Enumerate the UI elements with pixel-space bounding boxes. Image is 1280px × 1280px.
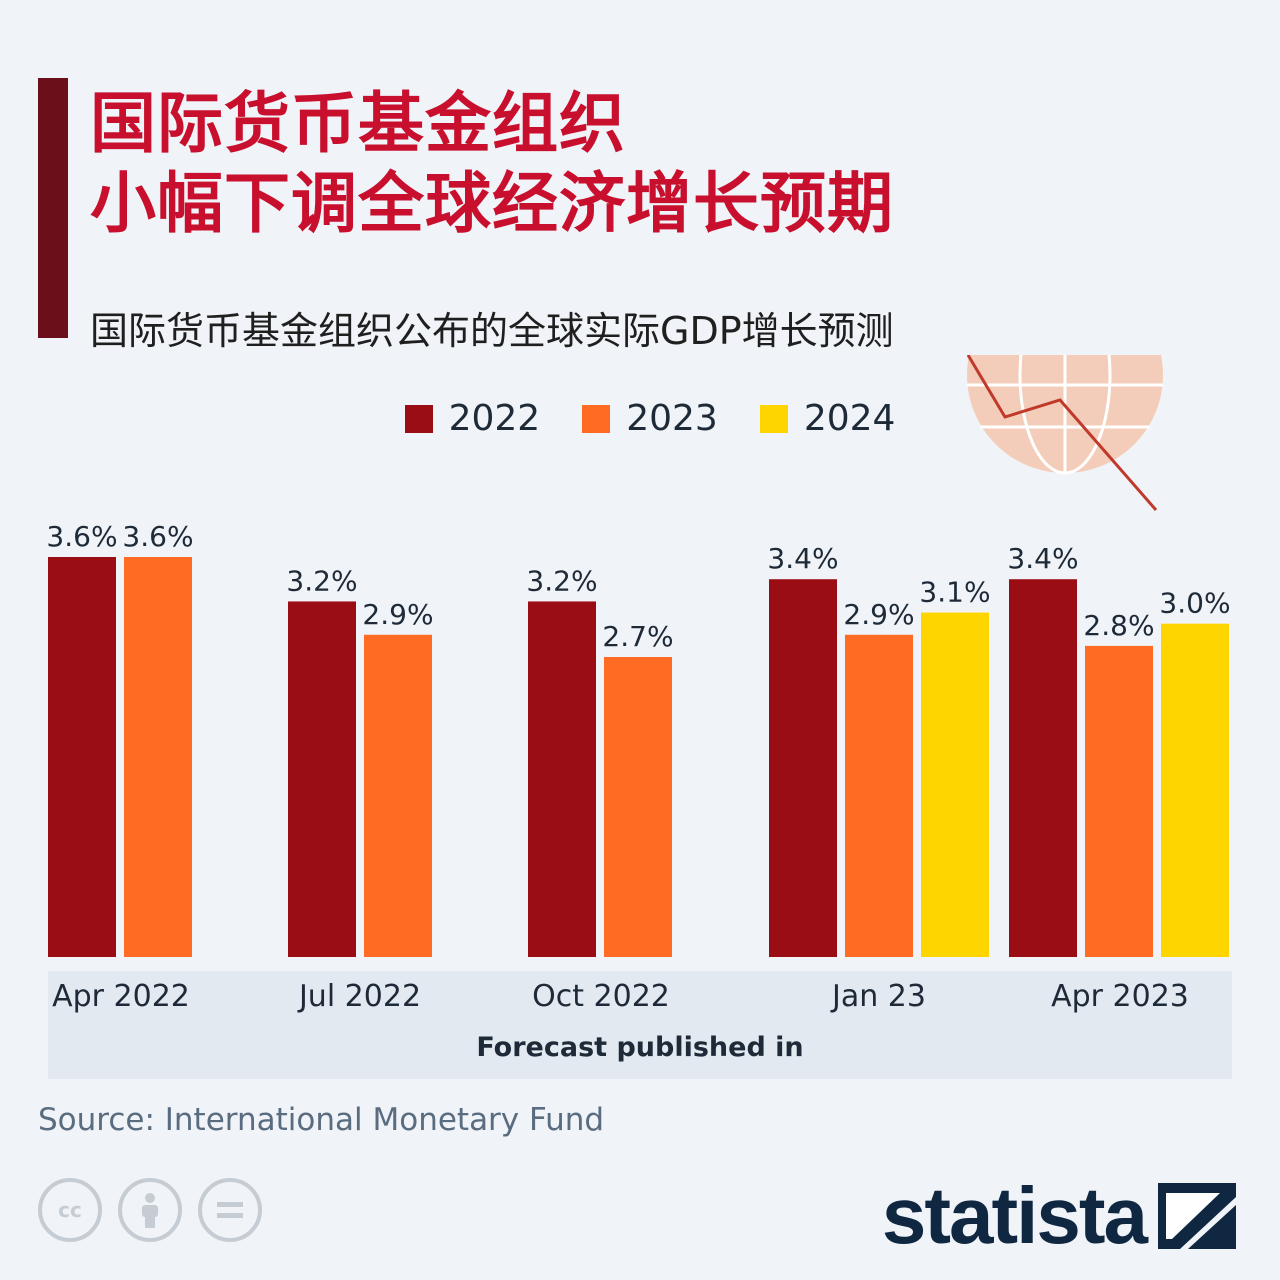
data-label-2023-1: 2.9% [362, 598, 433, 631]
chart-title-line1: 国际货币基金组织 [90, 85, 626, 162]
legend-item-2022: 2022 [404, 398, 541, 439]
bar-2023-4 [1085, 645, 1153, 957]
bar-2022-4 [1009, 579, 1077, 957]
data-label-2022-3: 3.4% [767, 542, 838, 575]
bar-2022-0 [48, 557, 116, 957]
legend-swatch-2024 [759, 404, 788, 433]
legend-item-2023: 2023 [582, 398, 718, 439]
source-note: Source: International Monetary Fund [38, 1102, 605, 1138]
data-label-2024-3: 3.1% [919, 576, 990, 609]
x-tick-label-3: Jan 23 [830, 979, 926, 1014]
chart-title: 国际货币基金组织 小幅下调全球经济增长预期 [90, 84, 894, 244]
data-label-2024-4: 3.0% [1159, 587, 1230, 620]
bar-2023-0 [124, 557, 192, 957]
data-label-2022-1: 3.2% [286, 564, 357, 597]
data-label-2023-0: 3.6% [122, 520, 193, 553]
statista-logo-icon [1158, 1183, 1236, 1249]
bar-2023-1 [364, 634, 432, 957]
legend-label-2023: 2023 [626, 398, 718, 439]
accent-bar [38, 78, 68, 338]
x-axis-title: Forecast published in [476, 1032, 804, 1063]
data-label-2023-2: 2.7% [602, 620, 673, 653]
statista-brand[interactable]: statista [882, 1170, 1236, 1262]
bar-2024-3 [921, 612, 989, 957]
x-tick-label-0: Apr 2022 [52, 979, 190, 1014]
chart-subtitle: 国际货币基金组织公布的全球实际GDP增长预测 [90, 309, 894, 353]
cc-icon: cc [38, 1178, 102, 1242]
brand-name: statista [881, 1171, 1148, 1260]
data-label-2023-4: 2.8% [1083, 609, 1154, 642]
legend-swatch-2023 [582, 404, 611, 433]
license-icons: cc [38, 1178, 262, 1242]
data-label-2022-2: 3.2% [526, 564, 597, 597]
legend-label-2024: 2024 [803, 398, 896, 439]
bar-2024-4 [1161, 623, 1229, 957]
legend: 2022 2023 2024 [0, 398, 1280, 439]
no-derivatives-icon [198, 1178, 262, 1242]
legend-item-2024: 2024 [759, 398, 896, 439]
x-axis-band [48, 971, 1232, 1079]
data-label-2022-4: 3.4% [1007, 542, 1078, 575]
x-tick-label-1: Jul 2022 [297, 979, 421, 1014]
declining-globe-icon [966, 355, 1163, 511]
legend-label-2022: 2022 [448, 398, 541, 439]
x-tick-label-4: Apr 2023 [1051, 979, 1189, 1014]
svg-text:cc: cc [58, 1198, 82, 1222]
attribution-icon [118, 1178, 182, 1242]
bar-2023-3 [845, 634, 913, 957]
data-label-2022-0: 3.6% [46, 520, 117, 553]
data-label-2023-3: 2.9% [843, 598, 914, 631]
bar-2022-1 [288, 601, 356, 957]
legend-swatch-2022 [404, 404, 433, 433]
chart-title-line2: 小幅下调全球经济增长预期 [90, 165, 894, 242]
bar-2022-3 [769, 579, 837, 957]
bar-2023-2 [604, 657, 672, 957]
bar-2022-2 [528, 601, 596, 957]
x-tick-label-2: Oct 2022 [532, 979, 670, 1014]
